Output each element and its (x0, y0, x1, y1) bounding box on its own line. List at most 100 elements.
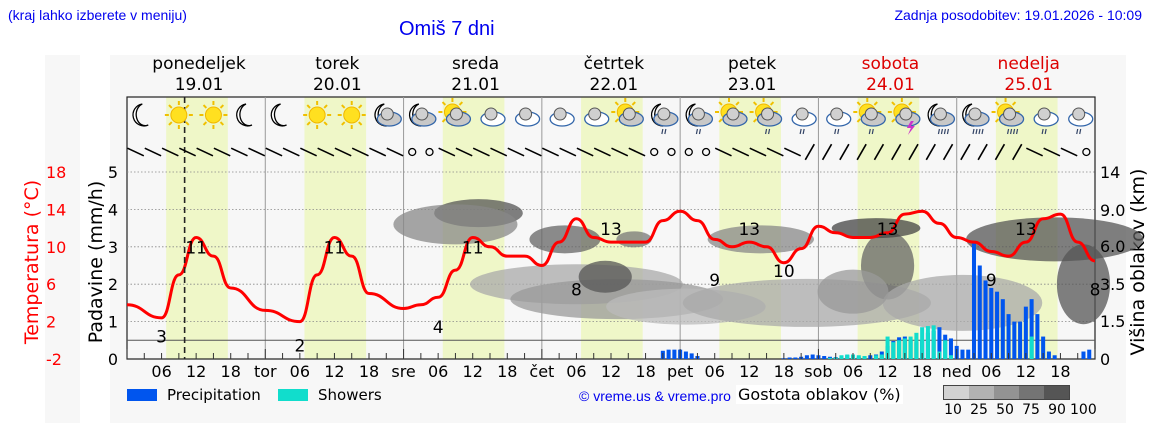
precipitation-bar (1029, 299, 1034, 359)
wind-barb-icon (161, 147, 179, 157)
wind-barb-icon (593, 147, 611, 157)
showers-bar (879, 354, 884, 359)
precipitation-bar (1041, 336, 1046, 359)
cloud-height-tick: 9.0 (1100, 201, 1125, 220)
showers-bar (908, 336, 913, 359)
wind-barb-icon (265, 147, 283, 157)
legend-showers-label: Showers (318, 386, 382, 404)
precipitation-bar (1018, 321, 1023, 359)
precipitation-bar (787, 357, 792, 359)
x-axis-label: 18 (497, 362, 517, 381)
wind-barb-icon (925, 143, 936, 161)
x-axis-label: 12 (463, 362, 483, 381)
showers-bar (914, 332, 919, 359)
moon-icon (236, 103, 253, 127)
showers-bar (885, 336, 890, 359)
showers-bar (1029, 336, 1034, 359)
moon-cloud-icon (408, 103, 437, 127)
precipitation-bar (1087, 349, 1092, 359)
sun-icon (303, 101, 332, 129)
density-tick: 10 (944, 402, 962, 418)
sun-cloud-thunder-icon (887, 98, 921, 135)
temperature-value-label: 13 (1015, 220, 1037, 240)
precipitation-bar (683, 351, 688, 359)
wind-barb-icon (213, 147, 231, 157)
x-axis-label: 18 (359, 362, 379, 381)
temperature-value-label: 3 (156, 327, 167, 347)
wind-barb-icon (300, 147, 317, 157)
temperature-value-label: 8 (571, 281, 582, 301)
temperature-tick: 10 (46, 238, 66, 257)
x-axis-label: 06 (151, 362, 171, 381)
sun-cloud-heavy-rain-icon (991, 98, 1025, 135)
cloud-icon (514, 107, 541, 127)
wind-barb-icon (908, 143, 919, 161)
cloud-density-scale (943, 385, 1070, 400)
sun-cloud-icon (438, 98, 472, 127)
wind-barb-icon (994, 143, 1006, 161)
cloud-icon (480, 107, 506, 127)
x-axis-label: 06 (981, 362, 1001, 381)
precipitation-tick: 2 (108, 275, 118, 294)
cloud-height-tick: 6.0 (1100, 237, 1125, 256)
showers-bar (862, 356, 867, 359)
wind-barb-icon (1043, 147, 1061, 157)
location-hint-link[interactable]: (kraj lahko izberete v meniju) (8, 7, 187, 23)
credit-link[interactable]: © vreme.us & vreme.pro (579, 388, 731, 404)
day-name: ponedeljek (152, 54, 246, 74)
moon-cloud-rain-icon (685, 103, 714, 135)
day-date: 23.01 (728, 75, 777, 95)
showers-bar (874, 355, 879, 359)
precipitation-bar (1000, 299, 1005, 359)
wind-barb-icon (766, 147, 784, 157)
x-axis-label: 12 (1016, 362, 1036, 381)
x-axis-label: 18 (635, 362, 655, 381)
precipitation-bar (689, 353, 694, 359)
precipitation-bar (937, 327, 942, 359)
showers-bar (920, 327, 925, 359)
temperature-value-label: 11 (324, 238, 346, 258)
cloud-height-tick: 14 (1100, 163, 1120, 182)
wind-barb-icon (127, 147, 145, 157)
precipitation-bar (672, 349, 677, 359)
wind-barb-icon (334, 147, 352, 157)
calm-wind-icon (684, 147, 693, 157)
wind-barb-icon (960, 143, 971, 161)
temperature-tick: 14 (46, 200, 66, 219)
sun-cloud-rain-icon (749, 98, 783, 135)
precipitation-bar (1035, 314, 1040, 359)
precipitation-bar (960, 349, 965, 359)
day-name: sobota (862, 54, 920, 74)
moon-cloud-rain-icon (650, 103, 679, 135)
x-axis-label: sob (804, 362, 832, 381)
sun-icon (337, 101, 366, 129)
temperature-value-label: 4 (433, 318, 444, 338)
x-axis-label: 18 (774, 362, 794, 381)
wind-barb-icon (472, 147, 490, 157)
x-axis-label: ned (942, 362, 972, 381)
cloud-density-area (393, 204, 518, 245)
showers-bar (827, 357, 832, 359)
wind-barb-icon (1026, 147, 1043, 157)
precipitation-bar (793, 357, 798, 359)
density-tick: 25 (970, 402, 988, 418)
wind-barb-icon (317, 147, 335, 157)
precipitation-bar (1052, 355, 1057, 359)
precipitation-tick: 5 (108, 163, 118, 182)
showers-bar (897, 340, 902, 359)
wind-barb-icon (369, 147, 387, 157)
cloud-rain-icon (1033, 107, 1059, 135)
wind-barb-icon (576, 147, 594, 157)
wind-barb-icon (282, 147, 300, 157)
sun-cloud-rain-icon (853, 98, 886, 135)
cloud-rain-icon (1068, 107, 1094, 135)
wind-barb-icon (839, 143, 850, 161)
day-date: 21.01 (451, 75, 500, 95)
precipitation-bar (971, 243, 977, 359)
x-axis-label: 18 (1050, 362, 1070, 381)
precipitation-bar (666, 349, 671, 359)
x-axis-label: 12 (877, 362, 897, 381)
wind-barb-icon (821, 143, 833, 161)
wind-barb-icon (977, 143, 988, 161)
